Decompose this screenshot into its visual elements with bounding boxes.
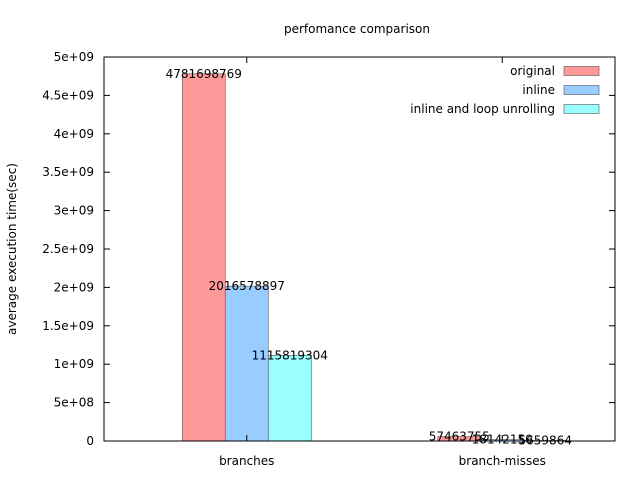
y-tick-label: 2e+09 [54, 280, 94, 294]
legend-label: original [510, 64, 555, 78]
y-tick-label: 3e+09 [54, 204, 94, 218]
legend: original inline inline and loop unrolling [410, 64, 600, 116]
y-axis-label: average execution time(sec) [5, 163, 19, 335]
legend-swatch [563, 66, 600, 76]
chart-title: perfomance comparison [284, 22, 430, 36]
data-label: 2016578897 [209, 279, 285, 293]
y-tick-label: 4.5e+09 [42, 88, 94, 102]
y-tick-label: 3.5e+09 [42, 165, 94, 179]
x-tick-label: branches [219, 454, 274, 468]
y-tick-label: 0 [86, 434, 94, 448]
bars-group [181, 73, 568, 442]
legend-label: inline [522, 83, 555, 97]
bar [224, 285, 269, 442]
bar [181, 73, 226, 442]
data-label: 18142150 [472, 433, 533, 447]
legend-swatch [563, 85, 600, 95]
legend-swatch [563, 104, 600, 114]
y-tick-label: 1.5e+09 [42, 319, 94, 333]
x-tick-label: branch-misses [459, 454, 546, 468]
y-tick-label: 5e+09 [54, 50, 94, 64]
data-labels-group: 4781698769 2016578897 1115819304 5746375518… [166, 67, 572, 448]
y-tick-label: 1e+09 [54, 357, 94, 371]
y-tick-label: 5e+08 [54, 396, 94, 410]
legend-label: inline and loop unrolling [410, 102, 555, 116]
axes-group: 0 5e+08 1e+09 1.5e+09 2e+09 2.5e+09 3e+09 3.5e+… [42, 50, 616, 468]
data-label: 57463755 [429, 430, 490, 444]
data-label: 1115819304 [252, 348, 328, 362]
data-label: 5659864 [519, 434, 572, 448]
bar [267, 355, 312, 442]
y-tick-label: 2.5e+09 [42, 242, 94, 256]
y-tick-label: 4e+09 [54, 127, 94, 141]
data-label: 4781698769 [166, 67, 242, 81]
